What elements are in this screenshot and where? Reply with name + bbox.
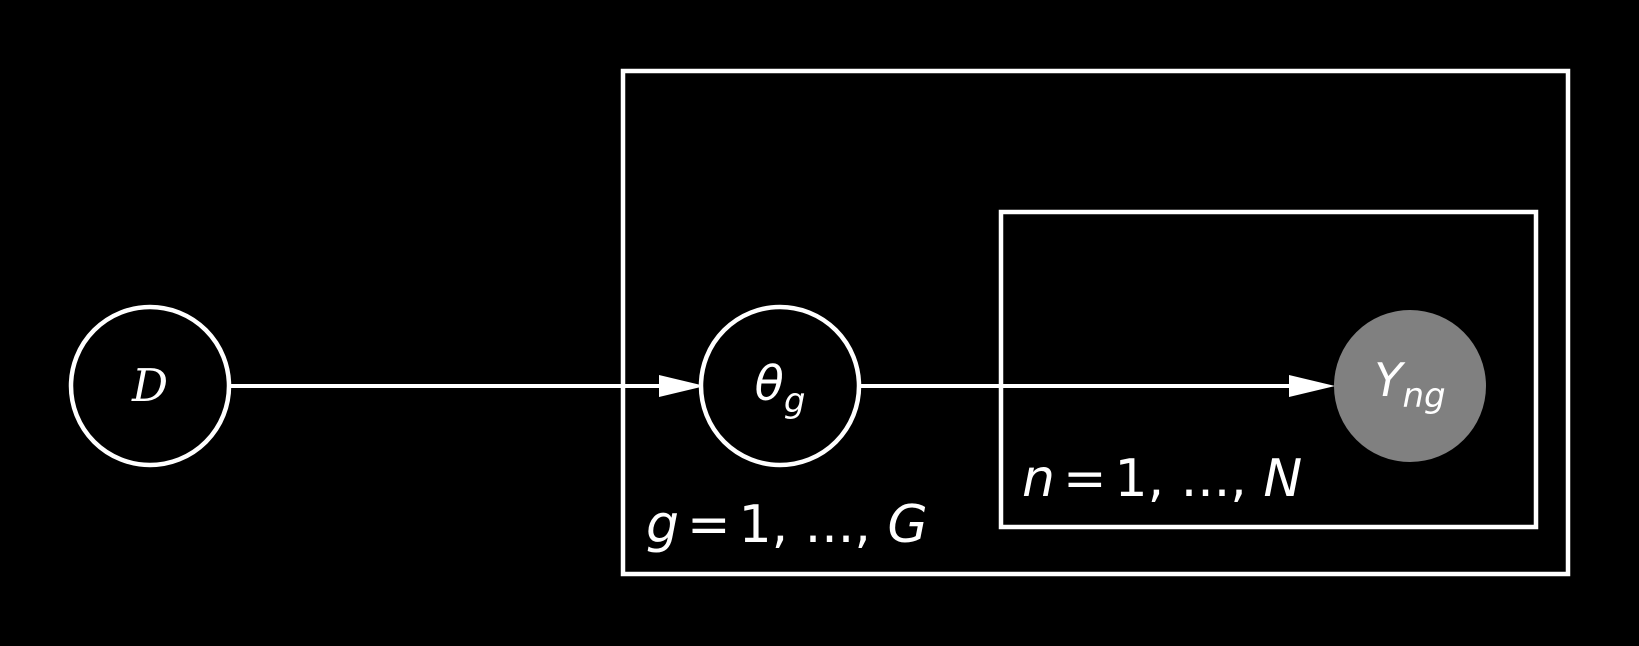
node-y-symbol: Y bbox=[1374, 353, 1406, 407]
node-d: D bbox=[68, 304, 232, 468]
node-d-circle bbox=[68, 304, 232, 468]
plate-outer-limit: G bbox=[887, 495, 927, 555]
plate-inner-equals: = bbox=[1063, 449, 1107, 509]
node-theta-subscript: g bbox=[784, 381, 806, 421]
arrowhead-y bbox=[1289, 375, 1335, 397]
plate-outer-equals: = bbox=[687, 495, 731, 555]
plate-outer-label: g = 1, ..., G bbox=[646, 495, 928, 555]
node-y: Yng bbox=[1334, 310, 1486, 462]
plate-inner-range: 1, ..., bbox=[1115, 449, 1264, 509]
plate-inner-n bbox=[998, 209, 1539, 530]
plate-inner-limit: N bbox=[1263, 449, 1302, 509]
node-theta-circle bbox=[698, 304, 862, 468]
plate-inner-index: n bbox=[1022, 449, 1055, 509]
node-y-circle bbox=[1334, 310, 1486, 462]
node-theta-label: θg bbox=[755, 356, 806, 421]
node-y-label: Yng bbox=[1374, 353, 1445, 416]
node-d-label: D bbox=[131, 359, 168, 412]
plate-outer-index: g bbox=[646, 495, 679, 555]
edge-theta-to-y bbox=[860, 375, 1335, 397]
node-theta: θg bbox=[698, 304, 862, 468]
plate-inner-label: n = 1, ..., N bbox=[1022, 449, 1302, 509]
node-y-subscript: ng bbox=[1402, 376, 1445, 416]
plate-outer-range: 1, ..., bbox=[739, 495, 888, 555]
node-theta-symbol: θ bbox=[755, 356, 784, 412]
plate-outer-g bbox=[620, 68, 1571, 577]
edge-d-to-theta bbox=[229, 375, 705, 397]
arrowhead-theta bbox=[659, 375, 705, 397]
